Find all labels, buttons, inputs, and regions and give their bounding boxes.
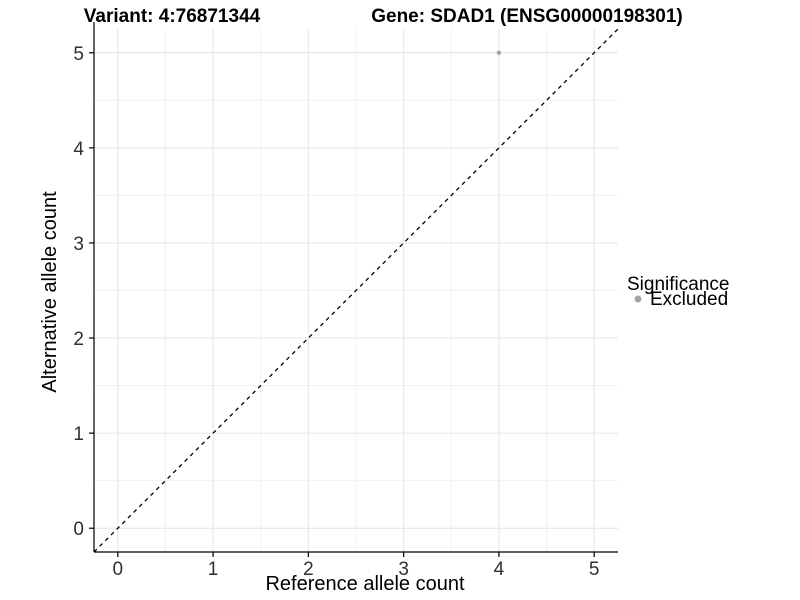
x-axis-title: Reference allele count — [265, 573, 464, 595]
variant-title: Variant: 4:76871344 — [84, 6, 261, 27]
data-points — [496, 50, 502, 56]
x-tick-label: 4 — [494, 559, 505, 580]
y-tick-label: 1 — [73, 424, 84, 445]
x-tick-label: 2 — [303, 559, 314, 580]
y-axis-title: Alternative allele count — [39, 191, 61, 393]
legend-excluded-label: Excluded — [650, 289, 728, 310]
y-tick-label: 2 — [73, 329, 84, 350]
identity-reference-line — [93, 28, 619, 553]
axis-lines — [93, 22, 618, 553]
legend: Significance Excluded — [627, 274, 729, 310]
x-tick-label: 0 — [113, 559, 124, 580]
y-tick-label: 5 — [73, 44, 84, 65]
y-tick-label: 4 — [73, 139, 84, 160]
data-point-excluded — [496, 50, 502, 56]
axis-ticks: 0 1 2 3 4 5 0 1 2 3 4 5 — [73, 44, 599, 580]
grid-major-lines — [94, 29, 618, 552]
x-tick-label: 3 — [398, 559, 409, 580]
x-tick-label: 5 — [589, 559, 600, 580]
x-tick-label: 1 — [208, 559, 219, 580]
legend-title: Significance — [627, 274, 729, 295]
y-tick-label: 3 — [73, 234, 84, 255]
gene-title: Gene: SDAD1 (ENSG00000198301) — [371, 6, 683, 27]
legend-excluded-marker-icon — [634, 295, 642, 303]
y-tick-label: 0 — [73, 519, 84, 540]
